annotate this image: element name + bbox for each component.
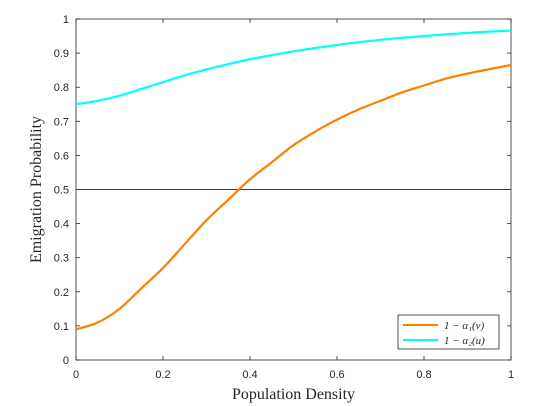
x-axis-title: Population Density xyxy=(232,386,355,403)
x-tick-label: 0 xyxy=(73,369,79,381)
y-tick-label: 0.2 xyxy=(54,287,69,299)
series-line-2 xyxy=(75,29,512,106)
y-axis-title: Emigration Probability xyxy=(28,116,45,263)
x-tick-label: 0.8 xyxy=(416,369,431,381)
y-tick-label: 0.4 xyxy=(54,219,69,231)
y-tick-label: 0 xyxy=(63,355,69,367)
y-tick-label: 0.5 xyxy=(54,185,69,197)
x-tick-label: 0.2 xyxy=(155,369,170,381)
y-tick-label: 0.8 xyxy=(54,82,69,94)
legend-box xyxy=(397,314,500,350)
legend-label-series-2: 1 − α₂(u) xyxy=(444,335,485,347)
y-tick-label: 0.9 xyxy=(54,48,69,60)
y-tick-label: 0.3 xyxy=(54,253,69,265)
legend: 1 − α₁(v) 1 − α₂(u) xyxy=(397,314,500,350)
x-tick-label: 0.4 xyxy=(242,369,257,381)
y-axis-ticks: 0 0.1 0.2 0.3 0.4 0.5 0.6 0.7 0.8 0.9 1 xyxy=(54,14,511,367)
y-tick-label: 0.7 xyxy=(54,116,69,128)
y-tick-label: 0.1 xyxy=(54,321,69,333)
x-tick-label: 0.6 xyxy=(329,369,344,381)
series-layer xyxy=(75,29,512,331)
legend-label-series-1: 1 − α₁(v) xyxy=(444,320,485,332)
y-tick-label: 0.6 xyxy=(54,150,69,162)
x-tick-label: 1 xyxy=(508,369,514,381)
series-line-1 xyxy=(75,63,512,331)
y-tick-label: 1 xyxy=(63,14,69,26)
x-axis-ticks: 0 0.2 0.4 0.6 0.8 1 xyxy=(73,19,514,381)
